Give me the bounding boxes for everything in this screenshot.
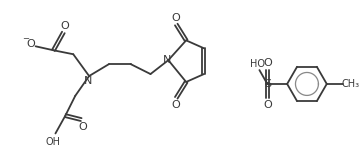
Text: CH₃: CH₃: [341, 79, 360, 89]
Text: OH: OH: [46, 137, 61, 147]
Text: O: O: [171, 13, 180, 23]
Text: O: O: [26, 39, 35, 49]
Text: N: N: [84, 76, 92, 86]
Text: N: N: [163, 55, 171, 65]
Text: O: O: [79, 122, 87, 132]
Text: O: O: [171, 100, 180, 110]
Text: O: O: [263, 58, 272, 68]
Text: O: O: [60, 21, 69, 31]
Text: HO: HO: [250, 59, 265, 69]
Text: −: −: [22, 34, 29, 43]
Text: O: O: [263, 100, 272, 110]
Text: S: S: [264, 79, 271, 89]
